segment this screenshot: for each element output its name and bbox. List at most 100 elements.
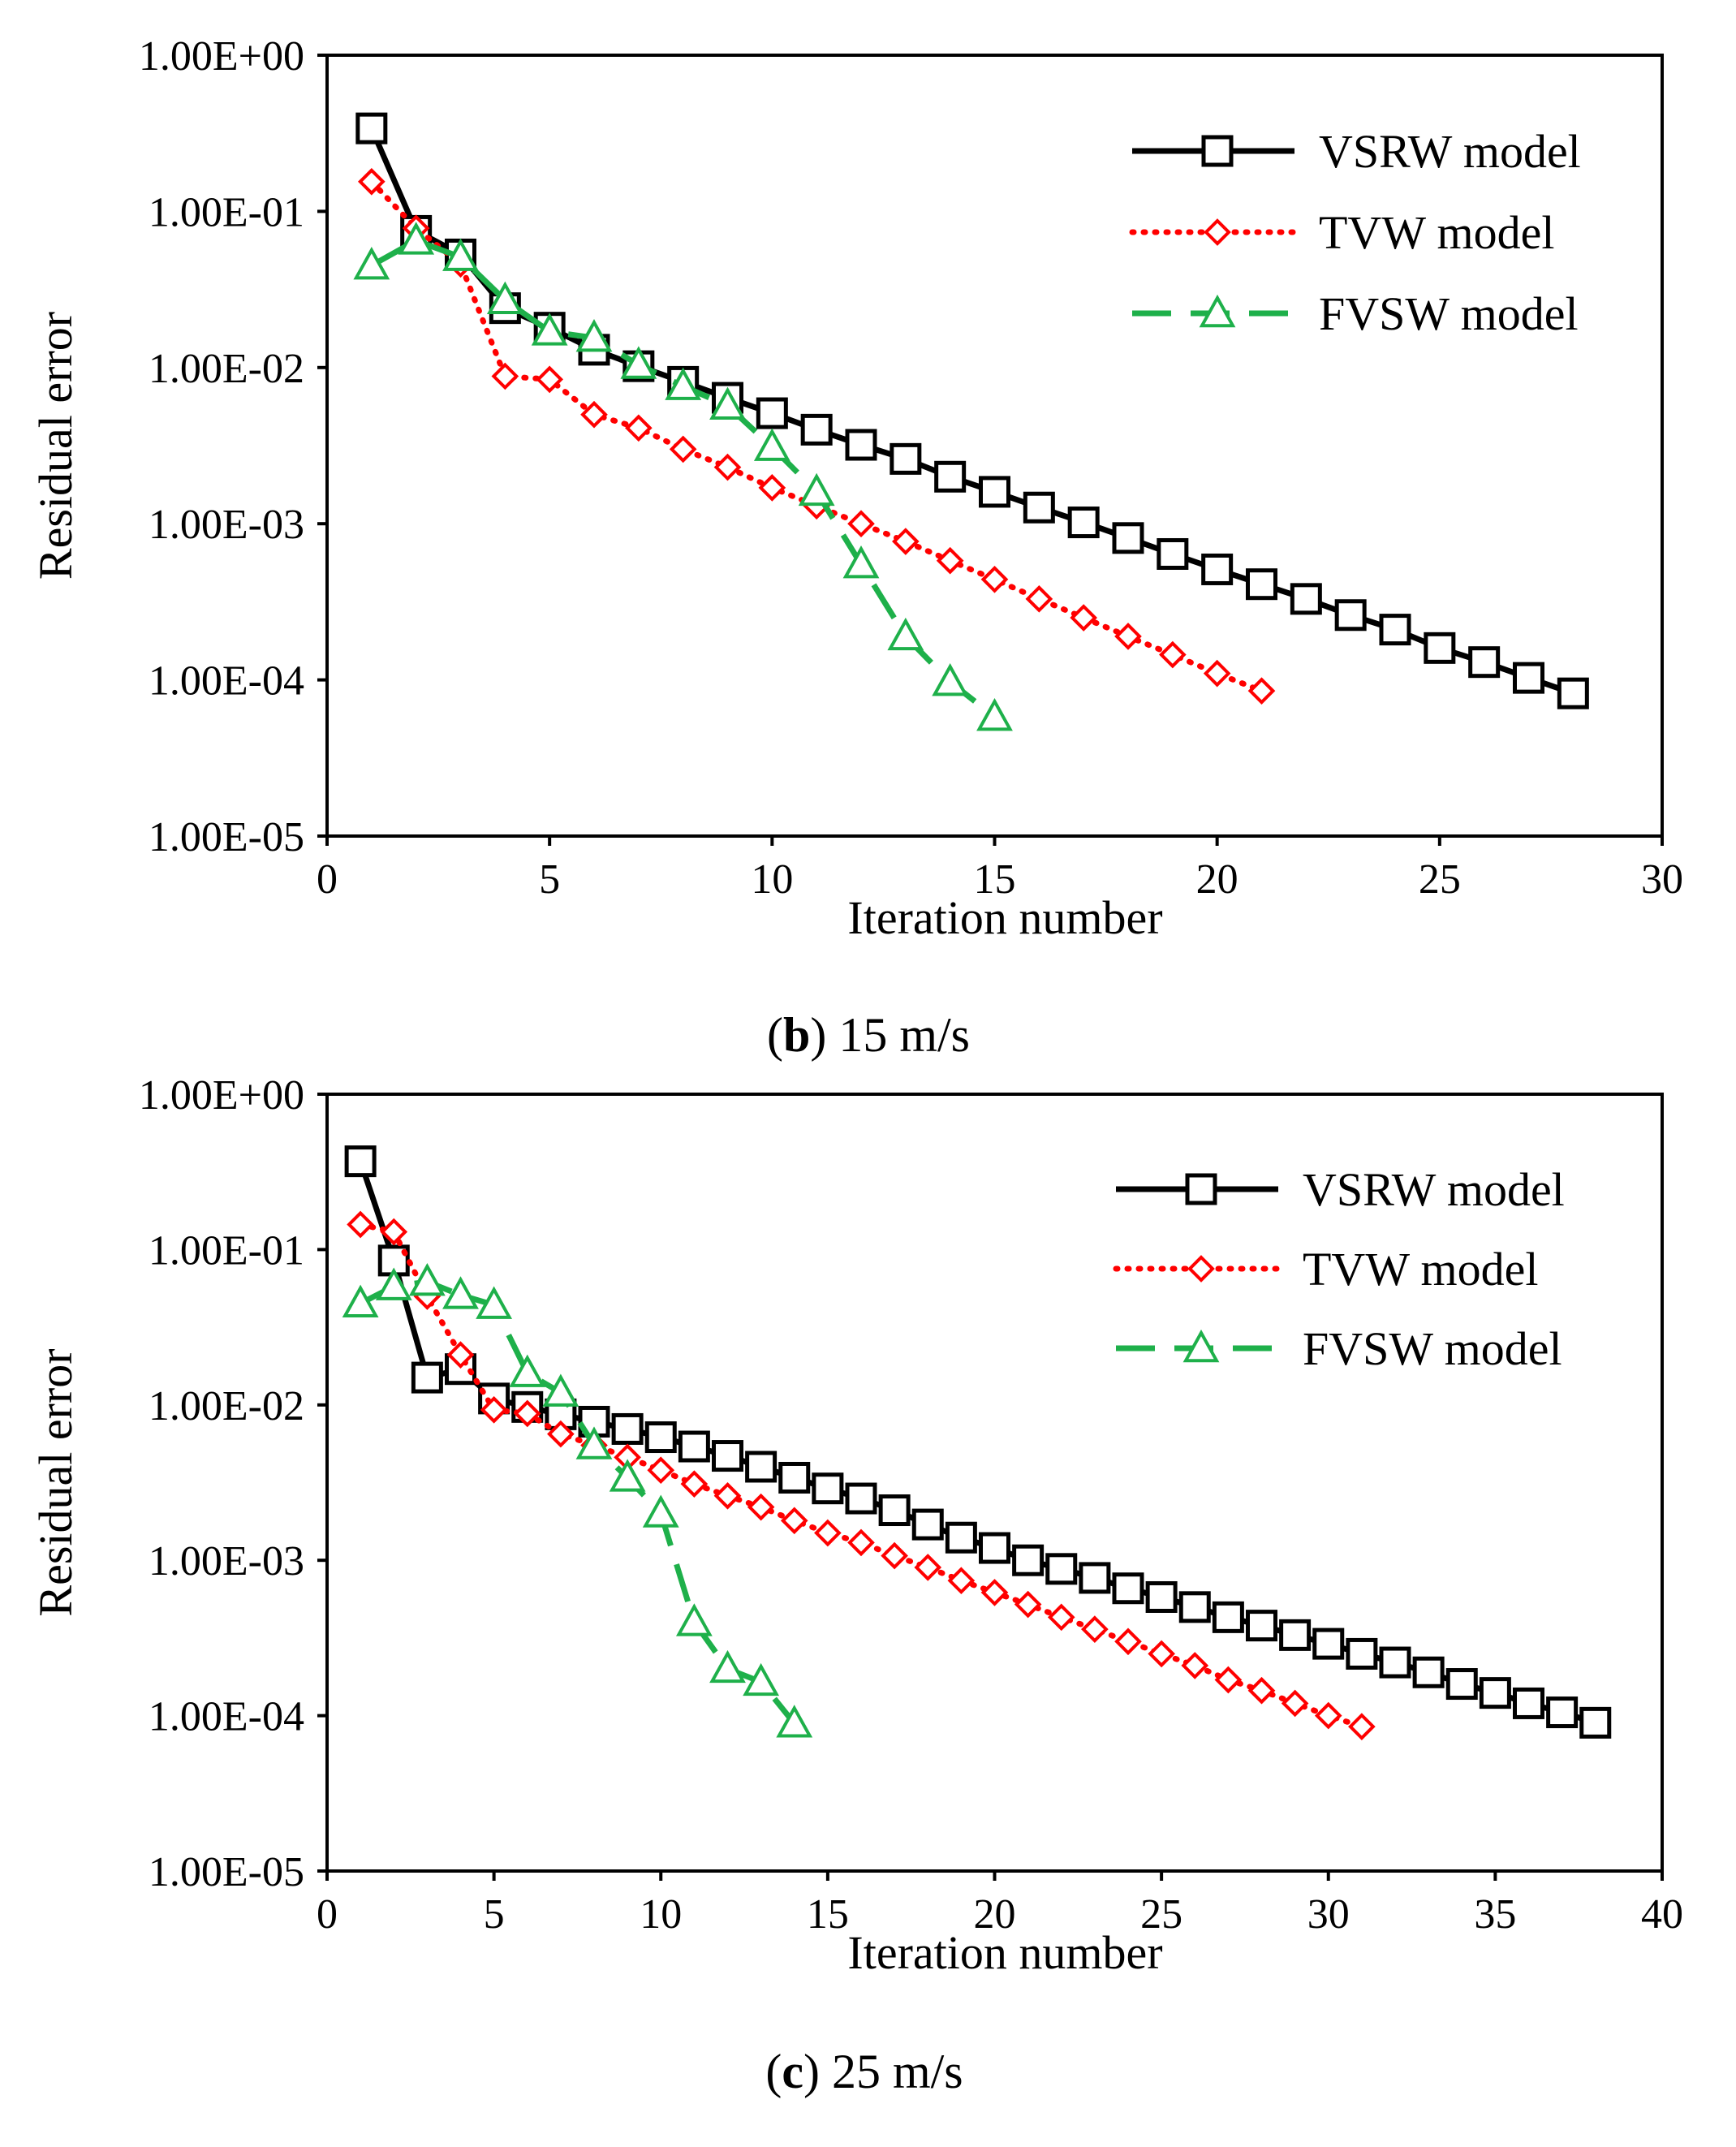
data-point-marker <box>398 222 435 255</box>
data-point-marker <box>743 1662 780 1696</box>
data-point-marker <box>353 247 390 280</box>
series-fvsw-model <box>342 1263 813 1738</box>
data-point-marker <box>609 1459 646 1492</box>
data-point-marker <box>625 414 653 442</box>
panel-caption: (c) 25 m/s <box>765 2045 963 2098</box>
y-tick-label: 1.00E-02 <box>149 1383 304 1429</box>
data-point-marker <box>536 365 563 394</box>
data-point-marker <box>890 442 922 475</box>
data-point-marker <box>1157 537 1189 570</box>
data-point-marker <box>611 1412 644 1445</box>
y-tick-label: 1.00E-03 <box>149 502 304 548</box>
data-point-marker <box>814 1519 842 1547</box>
y-tick-label: 1.00E+00 <box>139 33 304 80</box>
data-point-marker <box>408 1263 446 1296</box>
data-point-marker <box>580 400 608 429</box>
data-point-marker <box>347 1210 374 1239</box>
legend-label: TVW model <box>1319 206 1554 259</box>
x-tick-label: 25 <box>1419 856 1461 903</box>
data-point-marker <box>947 1567 976 1595</box>
data-point-marker <box>380 1218 408 1246</box>
data-point-marker <box>1067 507 1100 539</box>
x-axis-title: Iteration number <box>847 1926 1162 1979</box>
data-point-marker <box>480 1396 508 1424</box>
data-point-marker <box>778 1461 811 1494</box>
data-point-marker <box>976 697 1013 731</box>
data-point-marker <box>842 545 880 579</box>
x-tick-label: 25 <box>1140 1891 1182 1938</box>
data-point-marker <box>1314 1701 1342 1730</box>
data-point-marker <box>1182 1329 1220 1363</box>
series-vsrw-model <box>355 112 1589 709</box>
caption-paren-close: ) <box>803 2045 820 2098</box>
data-point-marker <box>798 472 835 507</box>
series-line <box>368 127 1574 696</box>
data-point-marker <box>1290 583 1322 615</box>
series-line <box>357 1222 1365 1730</box>
data-point-marker <box>1246 1610 1277 1642</box>
data-point-marker <box>713 1481 742 1510</box>
y-tick-label: 1.00E-04 <box>149 658 304 705</box>
data-point-marker <box>1281 1689 1309 1718</box>
data-point-marker <box>713 453 742 481</box>
data-point-marker <box>1513 1687 1544 1719</box>
data-point-marker <box>442 238 479 271</box>
data-point-marker <box>1334 599 1367 632</box>
data-point-marker <box>780 1507 808 1535</box>
data-point-marker <box>812 1472 844 1505</box>
data-point-marker <box>1012 1544 1045 1576</box>
data-point-marker <box>1159 640 1187 669</box>
data-point-marker <box>709 386 746 420</box>
data-point-marker <box>513 1399 541 1428</box>
data-point-marker <box>709 1649 746 1684</box>
panel-b: 1.00E+00 1.00E-01 1.00E-02 1.00E-03 1.00E-04… <box>29 33 1683 1062</box>
data-point-marker <box>1114 1627 1142 1656</box>
data-point-marker <box>1148 1640 1175 1668</box>
x-tick-label: 5 <box>539 856 560 903</box>
data-point-marker <box>1212 1601 1244 1633</box>
caption-text: 15 m/s <box>826 1008 970 1062</box>
caption-panel-label: b <box>783 1008 810 1062</box>
x-tick-label: 15 <box>974 856 1016 903</box>
data-point-marker <box>1014 1590 1042 1619</box>
data-point-marker <box>1045 1553 1078 1585</box>
data-point-marker <box>1070 604 1097 632</box>
x-tick-label: 40 <box>1641 1891 1683 1938</box>
data-point-marker <box>881 1541 908 1570</box>
data-point-marker <box>1025 585 1053 613</box>
data-point-marker <box>491 362 519 390</box>
data-point-marker <box>1247 1676 1276 1705</box>
y-axis-title: Residual error <box>29 1348 82 1616</box>
data-point-marker <box>1479 1677 1511 1709</box>
data-point-marker <box>1023 491 1055 524</box>
data-point-marker <box>1557 677 1589 709</box>
y-tick-label: 1.00E-01 <box>149 189 304 235</box>
legend-label: TVW model <box>1303 1243 1538 1296</box>
data-point-marker <box>1199 294 1236 328</box>
legend-label: VSRW model <box>1319 125 1581 178</box>
x-tick-label: 0 <box>317 1891 338 1938</box>
data-point-marker <box>980 1579 1009 1606</box>
data-point-marker <box>934 460 967 493</box>
data-point-marker <box>914 1554 942 1581</box>
caption-paren-open: ( <box>765 2045 782 2098</box>
data-point-marker <box>1181 1652 1209 1679</box>
data-point-marker <box>1201 135 1234 167</box>
data-point-marker <box>620 346 657 379</box>
x-tick-label: 0 <box>317 856 338 903</box>
data-point-marker <box>1203 659 1231 688</box>
data-point-marker <box>932 663 969 696</box>
data-point-marker <box>1546 1696 1579 1729</box>
data-point-marker <box>1081 1615 1109 1643</box>
data-point-marker <box>1112 522 1144 554</box>
data-point-marker <box>642 1494 679 1528</box>
data-point-marker <box>847 510 875 538</box>
data-point-marker <box>1346 1637 1378 1670</box>
data-point-marker <box>845 429 877 461</box>
y-axis-title: Residual error <box>29 312 82 580</box>
data-point-marker <box>979 476 1010 508</box>
x-tick-label: 20 <box>1196 856 1238 903</box>
series-vsrw-model <box>344 1145 1612 1739</box>
data-point-marker <box>712 1440 743 1472</box>
data-point-marker <box>1047 1603 1075 1632</box>
